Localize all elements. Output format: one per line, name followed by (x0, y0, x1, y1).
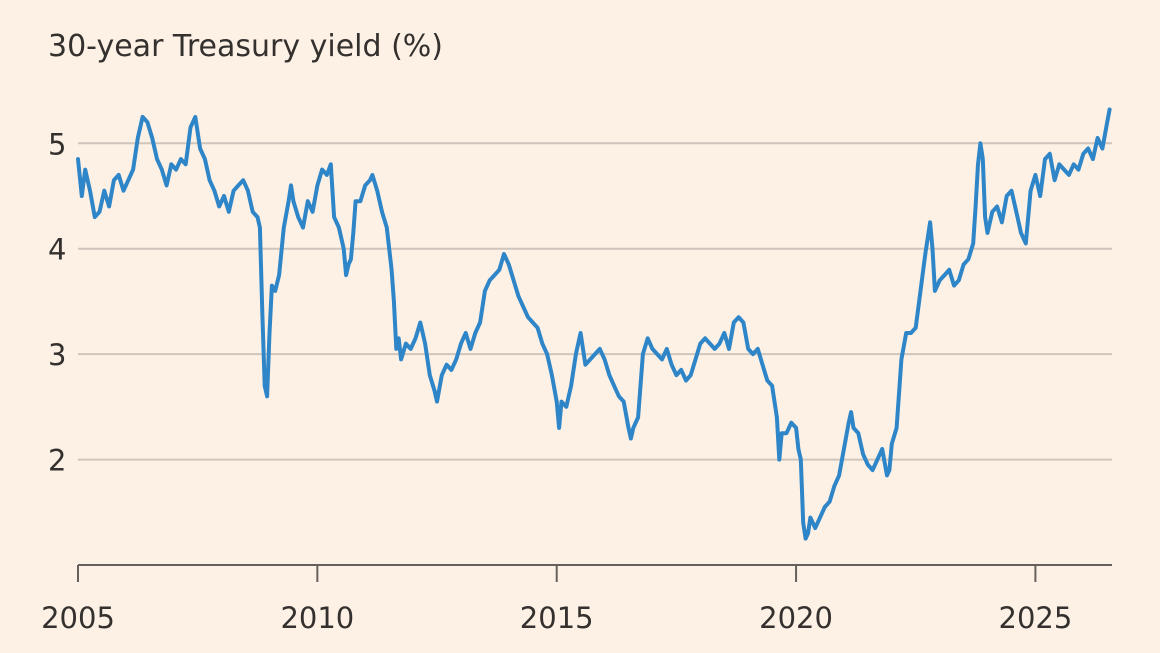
gridlines (78, 142, 1112, 461)
y-tick-label-5: 5 (48, 127, 66, 161)
x-tick-label-2020: 2020 (759, 601, 833, 635)
chart-title: 30-year Treasury yield (%) (48, 29, 443, 64)
x-tick-label-2015: 2015 (520, 601, 594, 635)
y-tick-label-3: 3 (48, 338, 66, 372)
series-layer (76, 107, 1112, 541)
x-tick-label-2025: 2025 (999, 601, 1073, 635)
series-line-0 (76, 107, 1112, 541)
y-tick-label-4: 4 (48, 233, 66, 267)
x-tick-label-2005: 2005 (41, 601, 115, 635)
x-tick-label-2010: 2010 (280, 601, 354, 635)
x-axis: 2005 2010 2015 2020 2025 (41, 564, 1112, 635)
y-tick-label-2: 2 (48, 444, 66, 478)
y-axis-tick-labels: 2 3 4 5 (48, 127, 66, 477)
